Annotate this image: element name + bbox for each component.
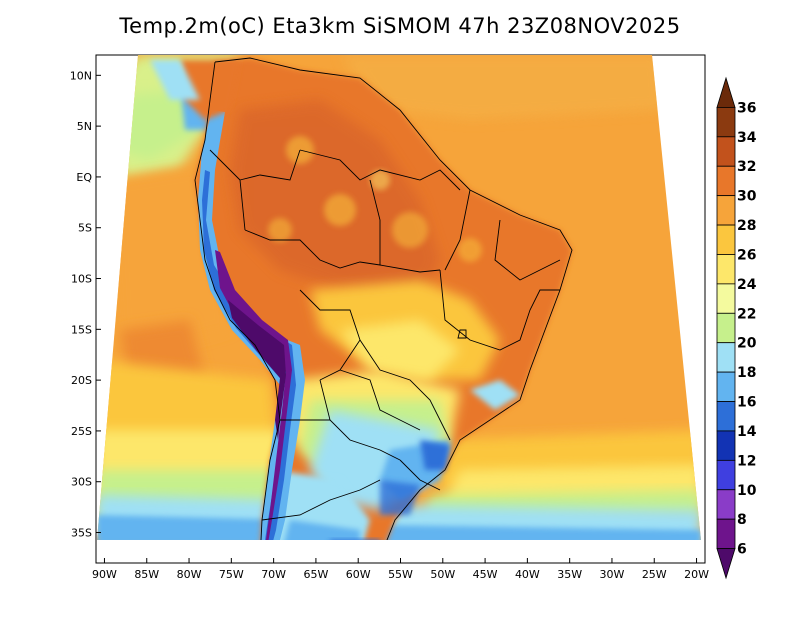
lat-tick-label: 15S — [71, 323, 92, 336]
colorbar: 36 34 32 30 28 26 24 22 20 18 16 14 12 10 8 6 — [716, 76, 757, 580]
lon-axis: 90W 85W 80W 75W 70W 65W 60W 55W 50W 45W 40W 35W 30W 2… — [92, 558, 709, 581]
lat-axis: 10N 5N EQ 5S 10S 15S 20S 25S 30S 35S — [70, 69, 101, 540]
colorbar-segment — [716, 254, 736, 285]
colorbar-label: 22 — [737, 306, 756, 322]
colorbar-label: 24 — [737, 277, 757, 293]
lon-tick-label: 35W — [557, 568, 582, 581]
lon-tick-label: 45W — [473, 568, 498, 581]
colorbar-segment — [716, 430, 736, 461]
colorbar-segment — [716, 342, 736, 373]
colorbar-segment — [716, 107, 736, 138]
colorbar-label: 14 — [737, 424, 757, 440]
lat-tick-label: 10S — [71, 273, 92, 286]
colorbar-label: 12 — [737, 453, 756, 469]
colorbar-label: 16 — [737, 395, 756, 411]
colorbar-segment — [716, 371, 736, 402]
colorbar-segment — [716, 224, 736, 255]
temperature-field — [97, 55, 701, 540]
colorbar-label: 26 — [737, 247, 756, 263]
lat-tick-label: 5S — [78, 222, 92, 235]
colorbar-label: 28 — [737, 218, 756, 234]
colorbar-segment — [716, 312, 736, 344]
colorbar-label: 34 — [737, 130, 757, 146]
colorbar-segment — [716, 136, 736, 167]
lon-tick-label: 80W — [177, 568, 202, 581]
colorbar-segment — [716, 459, 736, 491]
lat-tick-label: 5N — [77, 120, 92, 133]
lon-tick-label: 70W — [261, 568, 286, 581]
colorbar-label: 20 — [737, 336, 757, 352]
colorbar-segment — [716, 283, 736, 314]
lon-tick-label: 65W — [303, 568, 328, 581]
lon-tick-label: 30W — [600, 568, 625, 581]
lon-tick-label: 60W — [346, 568, 371, 581]
lon-tick-label: 50W — [430, 568, 455, 581]
lon-tick-label: 40W — [515, 568, 540, 581]
colorbar-arrow-top — [716, 76, 736, 108]
colorbar-label: 8 — [737, 512, 747, 528]
colorbar-arrow-bottom — [716, 548, 736, 580]
colorbar-segment — [716, 195, 736, 226]
colorbar-segment — [716, 489, 736, 520]
lat-tick-label: EQ — [76, 171, 92, 184]
colorbar-label: 32 — [737, 159, 756, 175]
colorbar-segment — [716, 165, 736, 197]
lat-tick-label: 20S — [71, 374, 92, 387]
lat-tick-label: 35S — [71, 527, 92, 540]
lat-tick-label: 25S — [71, 425, 92, 438]
map-title: Temp.2m(oC) Eta3km SiSMOM 47h 23Z08NOV20… — [119, 14, 681, 38]
colorbar-label: 30 — [737, 189, 757, 205]
colorbar-segment — [716, 401, 736, 432]
colorbar-label: 6 — [737, 542, 747, 558]
lon-tick-label: 25W — [642, 568, 667, 581]
colorbar-label: 36 — [737, 100, 756, 116]
lon-tick-label: 20W — [684, 568, 709, 581]
lon-tick-label: 75W — [219, 568, 244, 581]
colorbar-segment — [716, 518, 736, 549]
colorbar-label: 10 — [737, 483, 757, 499]
lon-tick-label: 55W — [388, 568, 413, 581]
lon-tick-label: 85W — [134, 568, 159, 581]
lon-tick-label: 90W — [92, 568, 117, 581]
colorbar-label: 18 — [737, 365, 756, 381]
country-borders — [194, 57, 573, 540]
lat-tick-label: 10N — [70, 69, 92, 82]
lat-tick-label: 30S — [71, 476, 92, 489]
